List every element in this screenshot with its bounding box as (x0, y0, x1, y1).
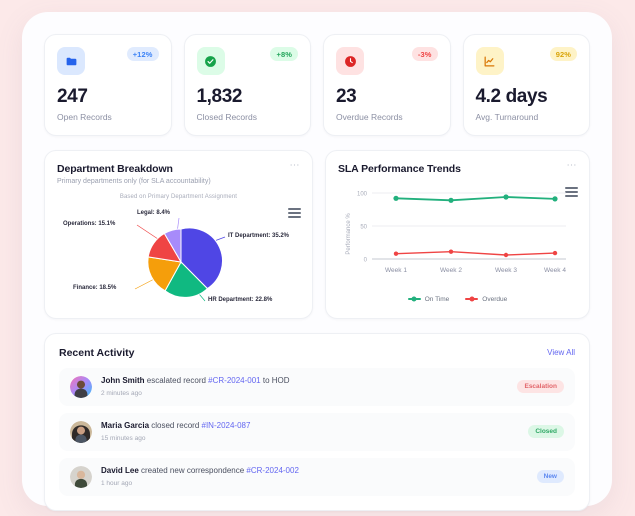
panel-subtitle: Primary departments only (for SLA accoun… (57, 177, 211, 185)
stat-value: 4.2 days (475, 86, 548, 107)
legend-item-on-time[interactable]: On Time (407, 295, 450, 303)
svg-text:100: 100 (357, 191, 368, 197)
activity-record-link[interactable]: #CR-2024-001 (208, 376, 261, 386)
stat-card-header: -3% (336, 47, 438, 75)
pie-slice-finance (147, 256, 182, 292)
stat-card-avg-turnaround[interactable]: 92% 4.2 days Avg. Turnaround (462, 34, 590, 136)
stat-badge: 92% (549, 47, 577, 61)
list-item[interactable]: John Smith escalated record #CR-2024-001… (59, 367, 575, 406)
legend-item-overdue[interactable]: Overdue (465, 296, 507, 303)
clock-icon (336, 47, 364, 75)
dots-menu-icon[interactable]: ⋯ (566, 159, 577, 171)
legend-label: On Time (424, 295, 450, 303)
activity-user: Maria Garcia (101, 421, 150, 431)
stat-value: 247 (57, 86, 88, 107)
panel-header: SLA Performance Trends ⋯ (337, 159, 577, 175)
stat-card-header: +8% (196, 47, 298, 75)
status-badge: New (536, 470, 564, 484)
activity-user: John Smith (101, 376, 145, 386)
pie-annotation: Based on Primary Department Assignment (119, 193, 238, 200)
pie-chart: Legal: 8.4% Operations: 15.1% Finance: 1… (57, 200, 300, 312)
stat-badge: -3% (411, 47, 438, 61)
recent-activity-panel: Recent Activity View All (44, 332, 590, 511)
activity-action: closed record (149, 421, 202, 431)
activity-text: Maria Garcia closed record #IN-2024-087 (101, 421, 519, 432)
pie-slice-legal (163, 228, 182, 264)
activity-content: John Smith escalated record #CR-2024-001… (101, 376, 508, 397)
y-axis-label: Performance % (346, 213, 352, 255)
stat-card-overdue-records[interactable]: -3% 23 Overdue Records (323, 34, 451, 136)
stat-value: 23 (336, 86, 357, 107)
pie-slice-it (180, 227, 223, 290)
stat-card-header: 92% (475, 47, 577, 75)
page-title: Department Breakdown (57, 162, 173, 175)
legend-swatch-icon (407, 298, 421, 301)
chart-menu-icon[interactable] (565, 186, 578, 197)
stat-label: Avg. Turnaround (475, 111, 539, 122)
legend-label: Overdue (482, 295, 508, 303)
stat-card-closed-records[interactable]: +8% 1,832 Closed Records (183, 34, 311, 136)
activity-action: created new correspondence (138, 466, 247, 476)
avatar-maria-garcia (70, 420, 92, 443)
stat-label: Open Records (57, 111, 112, 122)
activity-content: Maria Garcia closed record #IN-2024-087 … (101, 421, 519, 442)
svg-text:Week 2: Week 2 (440, 267, 462, 274)
check-circle-icon (196, 47, 225, 75)
sla-performance-panel: SLA Performance Trends ⋯ Performance % 1… (324, 149, 590, 319)
panel-title-group: Department Breakdown Primary departments… (57, 163, 211, 185)
svg-text:Week 3: Week 3 (495, 267, 517, 274)
avatar-david-lee (70, 465, 92, 488)
pie-label-operations: Operations: 15.1% (63, 220, 116, 227)
charts-row: Department Breakdown Primary departments… (44, 149, 590, 319)
stat-badge: +8% (270, 47, 298, 61)
pie-slice-hr (164, 261, 209, 298)
pie-label-legal: Legal: 8.4% (137, 209, 171, 216)
stat-label: Closed Records (196, 111, 257, 122)
activity-user: David Lee (101, 466, 139, 476)
page-title: Recent Activity (59, 346, 135, 359)
dots-menu-icon[interactable]: ⋯ (289, 159, 300, 171)
status-badge: Escalation (517, 380, 564, 394)
activity-record-link[interactable]: #CR-2024-002 (246, 466, 299, 476)
legend-swatch-icon (465, 298, 479, 301)
department-breakdown-panel: Department Breakdown Primary departments… (44, 149, 313, 319)
stat-label: Overdue Records (336, 111, 403, 122)
activity-header: Recent Activity View All (59, 347, 575, 359)
page-title: SLA Performance Trends (337, 162, 461, 175)
status-badge: Closed (528, 425, 564, 439)
pie-label-finance: Finance: 18.5% (73, 284, 117, 291)
line-chart-icon (475, 47, 504, 75)
chart-legend: On Time Overdue (338, 296, 577, 303)
activity-text: John Smith escalated record #CR-2024-001… (101, 376, 508, 387)
activity-timestamp: 15 minutes ago (101, 435, 146, 443)
stat-badge: +12% (126, 47, 159, 61)
svg-text:Week 1: Week 1 (385, 267, 407, 274)
pie-label-it: IT Department: 35.2% (228, 232, 290, 239)
activity-action: escalated record (144, 376, 209, 386)
activity-action-suffix: to HOD (260, 376, 290, 386)
activity-text: David Lee created new correspondence #CR… (101, 466, 528, 477)
activity-record-link[interactable]: #IN-2024-087 (201, 421, 251, 431)
folder-icon (57, 47, 85, 75)
avatar-john-smith (70, 375, 92, 398)
chart-menu-icon[interactable] (287, 207, 301, 218)
activity-content: David Lee created new correspondence #CR… (101, 466, 528, 487)
panel-header: Department Breakdown Primary departments… (57, 159, 300, 185)
stat-card-header: +12% (57, 47, 159, 75)
svg-text:50: 50 (360, 224, 367, 230)
stat-value: 1,832 (196, 86, 243, 107)
stats-row: +12% 247 Open Records +8% 1,832 Closed R… (44, 34, 590, 136)
list-item[interactable]: Maria Garcia closed record #IN-2024-087 … (59, 412, 575, 451)
svg-text:Week 4: Week 4 (544, 267, 566, 274)
list-item[interactable]: David Lee created new correspondence #CR… (59, 457, 575, 496)
line-chart: Performance % 100 50 0 (338, 179, 577, 311)
activity-timestamp: 2 minutes ago (101, 390, 142, 398)
view-all-link[interactable]: View All (547, 348, 575, 358)
pie-label-hr: HR Department: 22.8% (208, 296, 273, 303)
dashboard-container: +12% 247 Open Records +8% 1,832 Closed R… (22, 12, 612, 511)
svg-text:0: 0 (364, 257, 368, 263)
activity-timestamp: 1 hour ago (101, 480, 133, 488)
stat-card-open-records[interactable]: +12% 247 Open Records (44, 34, 172, 136)
